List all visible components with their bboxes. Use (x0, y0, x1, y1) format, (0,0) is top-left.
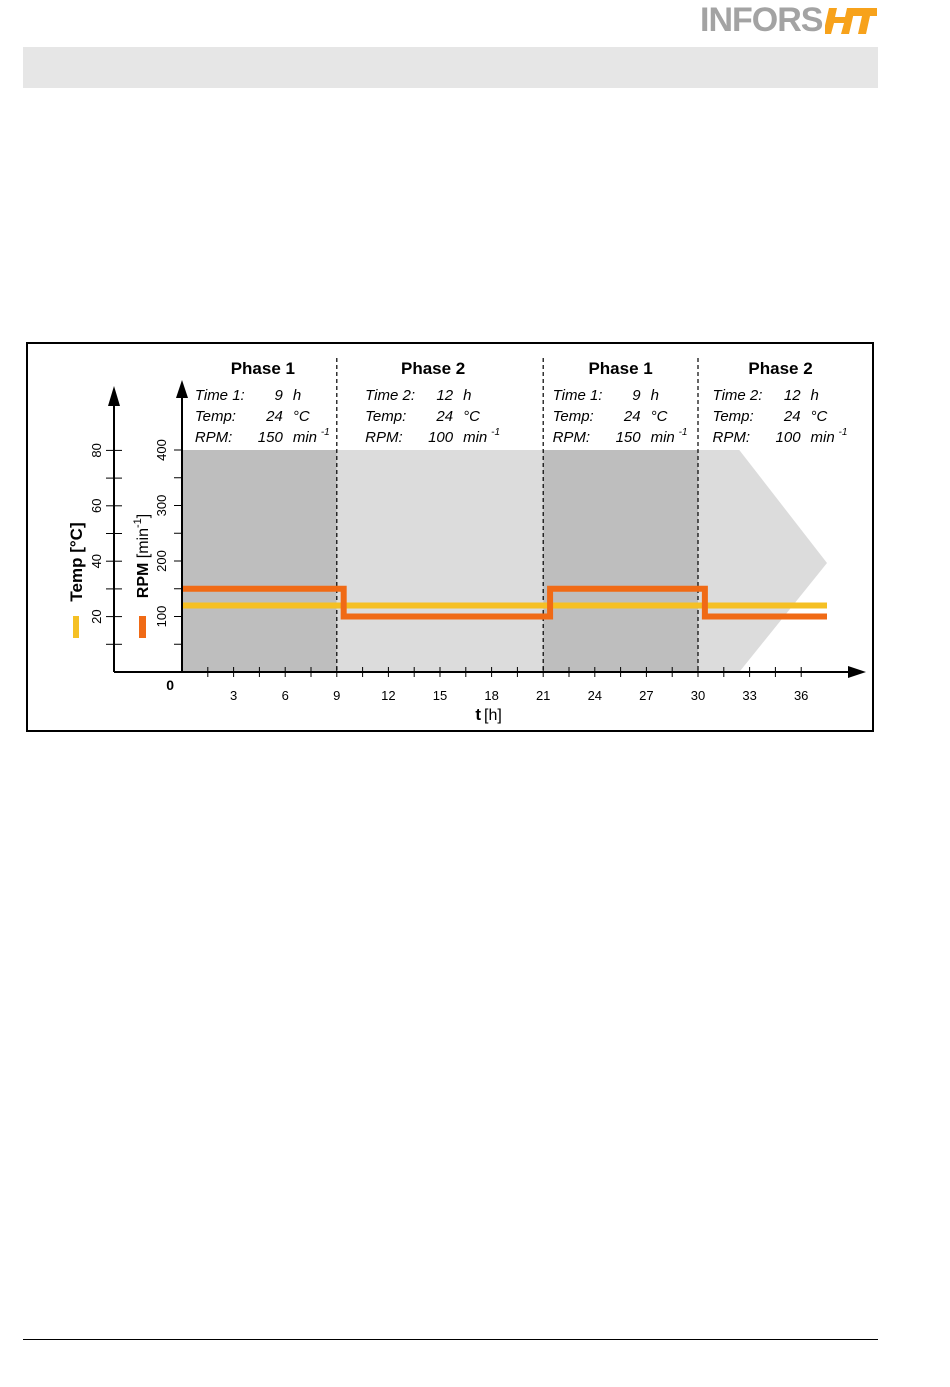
x-tick-label: 24 (588, 688, 602, 703)
phase-param-key: Temp: (713, 408, 754, 425)
phase-band-3 (543, 450, 698, 672)
phase-param-key: Temp: (365, 408, 406, 425)
phase-param-value: 12 (784, 387, 801, 404)
phase-band-2 (336, 450, 544, 672)
phase-param-value: 9 (632, 387, 641, 404)
phase-param-value: 150 (258, 429, 284, 446)
phase-param-unit: min (651, 429, 675, 446)
ht-logo-mark-icon (825, 8, 877, 34)
phase-param-unit: h (463, 387, 471, 404)
phase-param-key: Time 1: (195, 387, 245, 404)
x-tick-label: 21 (536, 688, 550, 703)
phase-param-value: 24 (623, 408, 641, 425)
phase-param-key: Temp: (195, 408, 236, 425)
rpm-axis-title: RPM [min-1] (132, 514, 152, 598)
x-axis-label-symbol: t (475, 705, 481, 724)
phase-title: Phase 1 (588, 359, 652, 378)
temp-tick-label: 20 (89, 609, 104, 623)
phase-param-key: Temp: (553, 408, 594, 425)
phase-param-key: Time 2: (713, 387, 763, 404)
phase-band-1 (182, 450, 337, 672)
footer-divider (23, 1339, 878, 1340)
x-tick-label: 9 (333, 688, 340, 703)
phase-band-arrow (698, 450, 827, 672)
x-tick-label: 27 (639, 688, 653, 703)
phase-title: Phase 1 (231, 359, 295, 378)
header-band (23, 47, 878, 88)
phase-param-unit-sup: -1 (839, 427, 848, 438)
rpm-tick-label: 400 (154, 439, 169, 461)
phase-title: Phase 2 (748, 359, 812, 378)
phase-param-unit: min (293, 429, 317, 446)
phase-param-key: Time 2: (365, 387, 415, 404)
temp-legend-swatch (73, 616, 79, 638)
infors-ht-logo: INFORS (700, 2, 880, 38)
phase-param-value: 12 (436, 387, 453, 404)
phase-param-value: 24 (783, 408, 801, 425)
x-tick-label: 12 (381, 688, 395, 703)
phase-param-unit: °C (811, 408, 828, 425)
phase-param-value: 9 (274, 387, 283, 404)
x-tick-label: 18 (484, 688, 498, 703)
phase-param-unit: h (811, 387, 819, 404)
phase-param-value: 24 (435, 408, 453, 425)
phase-param-value: 150 (616, 429, 642, 446)
x-tick-label: 33 (742, 688, 756, 703)
x-tick-label: 15 (433, 688, 447, 703)
x-axis-arrow-icon (848, 666, 866, 678)
temp-axis-title: Temp [°C] (67, 522, 86, 601)
rpm-tick-label: 200 (154, 550, 169, 572)
rpm-axis-arrow-icon (176, 380, 188, 398)
rpm-legend-swatch (139, 616, 146, 638)
temp-tick-label: 80 (89, 443, 104, 457)
phase-param-key: RPM: (553, 429, 591, 446)
phase-param-key: RPM: (195, 429, 233, 446)
phase-param-unit: h (293, 387, 301, 404)
phase-param-unit-sup: -1 (679, 427, 688, 438)
phase-param-unit: min (463, 429, 487, 446)
temp-axis-arrow-icon (108, 386, 120, 406)
logo-text: INFORS (700, 1, 823, 39)
phase-param-key: RPM: (713, 429, 751, 446)
phase-param-unit: h (651, 387, 659, 404)
phase-param-value: 100 (428, 429, 454, 446)
rpm-tick-label: 300 (154, 495, 169, 517)
phase-param-value: 100 (776, 429, 802, 446)
phase-title: Phase 2 (401, 359, 465, 378)
x-tick-label: 3 (230, 688, 237, 703)
x-tick-label: 6 (282, 688, 289, 703)
origin-label: 0 (166, 677, 174, 693)
phase-param-unit: °C (293, 408, 310, 425)
phase-param-unit: min (811, 429, 835, 446)
x-axis-label-unit: [h] (484, 707, 502, 724)
phase-param-value: 24 (265, 408, 283, 425)
temp-tick-label: 60 (89, 499, 104, 513)
phase-param-unit-sup: -1 (491, 427, 500, 438)
phase-param-key: RPM: (365, 429, 403, 446)
phase-param-unit: °C (651, 408, 668, 425)
x-tick-label: 36 (794, 688, 808, 703)
phase-param-key: Time 1: (553, 387, 603, 404)
x-tick-label: 30 (691, 688, 705, 703)
temp-tick-label: 40 (89, 554, 104, 568)
rpm-tick-label: 100 (154, 606, 169, 628)
phase-param-unit: °C (463, 408, 480, 425)
process-chart-frame: Phase 1 Time 1: 9 h Temp: 24 °C RPM: 150 min -1 Pha… (26, 342, 874, 732)
series-line-rpm (182, 585, 827, 620)
phase-param-unit-sup: -1 (321, 427, 330, 438)
